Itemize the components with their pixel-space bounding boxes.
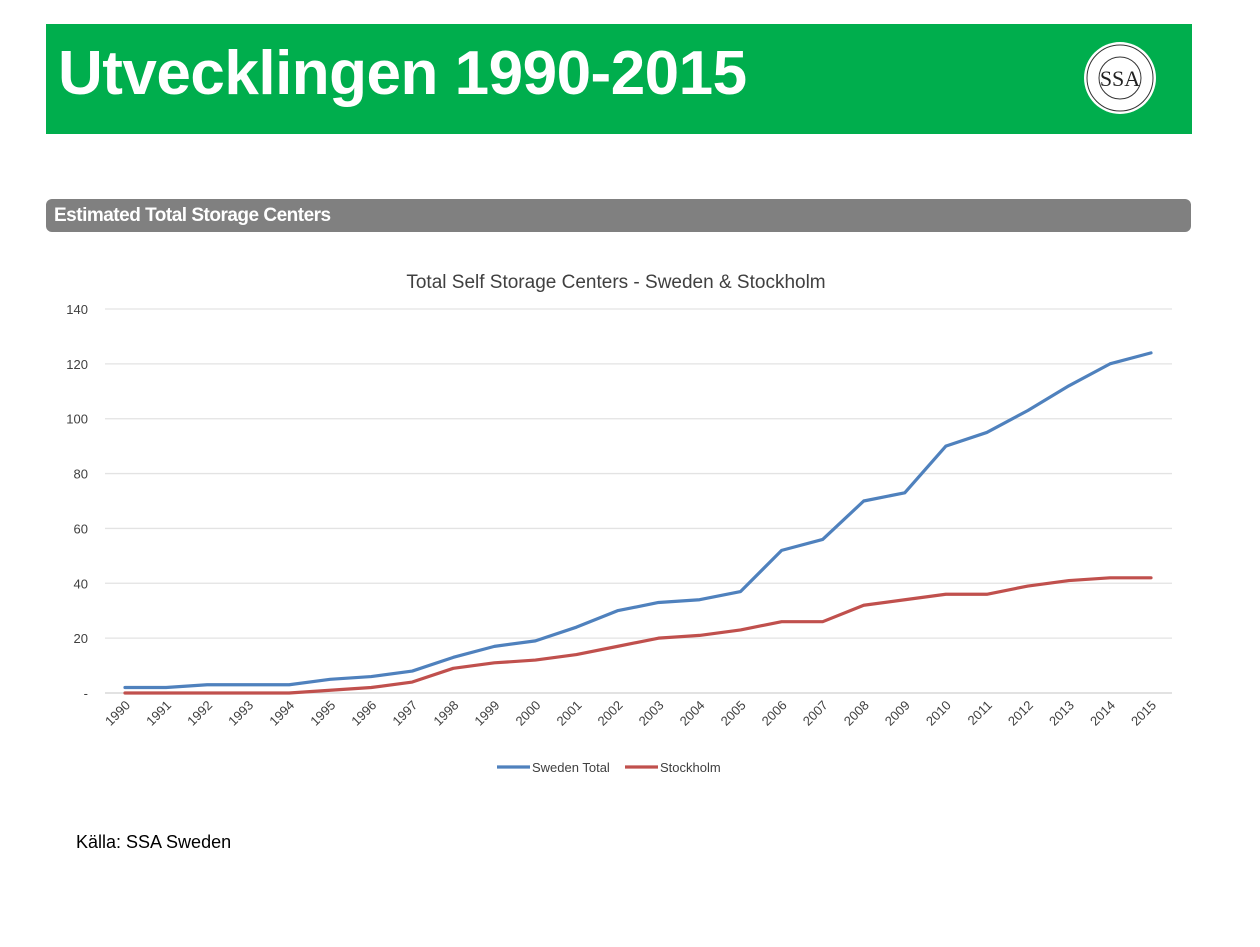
section-title: Estimated Total Storage Centers <box>54 205 331 226</box>
section-header: Estimated Total Storage Centers <box>46 199 1191 232</box>
x-tick-label: 2013 <box>1046 698 1077 729</box>
x-tick-label: 2010 <box>923 698 954 729</box>
x-tick-label: 1990 <box>102 698 133 729</box>
x-tick-label: 2008 <box>841 698 872 729</box>
legend-label: Sweden Total <box>532 760 610 775</box>
title-banner: Utvecklingen 1990-2015 SSA <box>46 24 1192 134</box>
x-tick-label: 2012 <box>1005 698 1036 729</box>
x-tick-label: 1999 <box>471 698 502 729</box>
x-tick-label: 2001 <box>554 698 585 729</box>
x-tick-label: 1998 <box>430 698 461 729</box>
y-tick-label: 80 <box>74 467 88 482</box>
legend-label: Stockholm <box>660 760 721 775</box>
x-tick-label: 2002 <box>595 698 626 729</box>
x-tick-label: 1993 <box>225 698 256 729</box>
x-tick-label: 1992 <box>184 698 215 729</box>
x-tick-label: 1995 <box>307 698 338 729</box>
x-tick-label: 2000 <box>512 698 543 729</box>
y-tick-label: 100 <box>66 412 88 427</box>
x-tick-label: 2014 <box>1087 698 1118 729</box>
x-tick-label: 1996 <box>348 698 379 729</box>
x-tick-label: 1997 <box>389 698 420 729</box>
ssa-logo: SSA <box>1084 42 1156 114</box>
svg-text:SSA: SSA <box>1100 66 1140 91</box>
y-tick-label: 20 <box>74 631 88 646</box>
chart-title: Total Self Storage Centers - Sweden & St… <box>406 272 825 293</box>
x-tick-label: 2006 <box>759 698 790 729</box>
x-tick-label: 2009 <box>882 698 913 729</box>
y-tick-label: 40 <box>74 576 88 591</box>
x-tick-label: 2003 <box>636 698 667 729</box>
y-tick-label: - <box>84 686 88 701</box>
x-tick-label: 2007 <box>800 698 831 729</box>
page-title: Utvecklingen 1990-2015 <box>58 39 747 108</box>
x-tick-label: 2015 <box>1128 698 1159 729</box>
x-tick-label: 2004 <box>677 698 708 729</box>
x-tick-label: 2005 <box>718 698 749 729</box>
x-tick-label: 1994 <box>266 698 297 729</box>
y-tick-label: 140 <box>66 302 88 317</box>
series-line-sweden-total <box>123 351 1153 690</box>
series-line-stockholm <box>123 576 1153 695</box>
y-tick-label: 60 <box>74 521 88 536</box>
x-tick-label: 1991 <box>143 698 174 729</box>
x-tick-label: 2011 <box>965 698 995 728</box>
source-note: Källa: SSA Sweden <box>76 832 232 852</box>
y-tick-label: 120 <box>66 357 88 372</box>
